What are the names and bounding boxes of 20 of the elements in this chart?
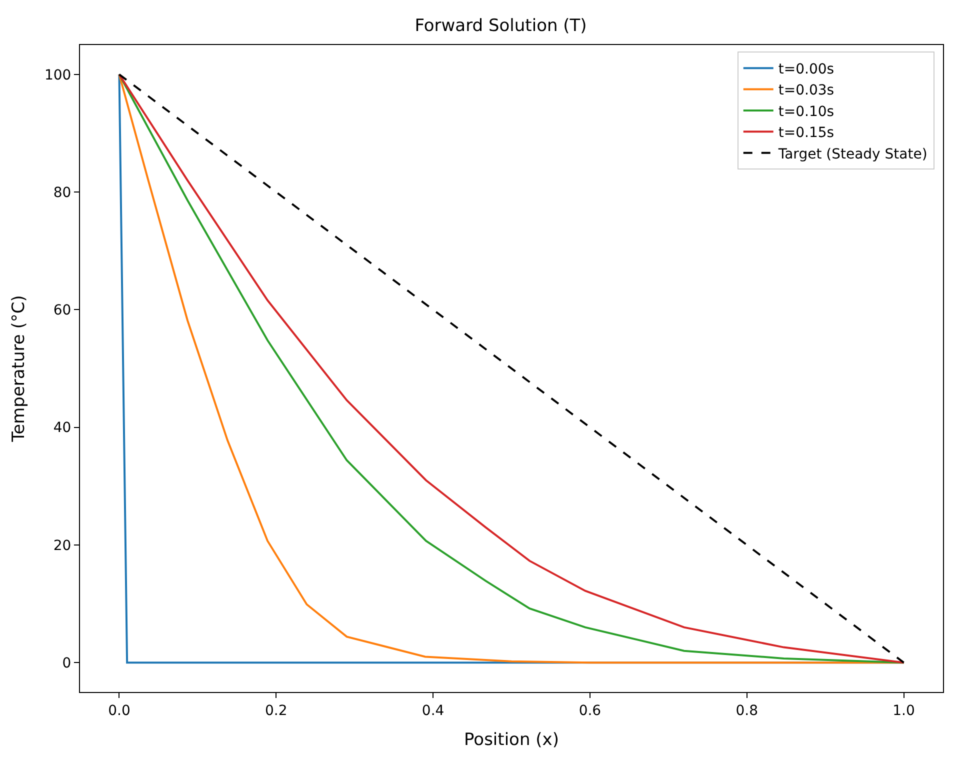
x-tick-label: 1.0 [892,702,915,719]
x-tick-label: 0.2 [265,702,288,719]
y-tick-label: 80 [53,184,72,201]
x-tick-label: 0.8 [736,702,758,719]
y-tick-label: 40 [53,420,72,436]
y-axis-title: Temperature (°C) [9,295,30,443]
chart-title: Forward Solution (T) [414,16,587,36]
x-axis-title: Position (x) [464,730,559,750]
legend-label: t=0.03s [778,82,834,99]
x-tick-label: 0.6 [578,702,602,719]
legend-label: t=0.10s [778,104,834,120]
y-tick-label: 100 [44,67,72,84]
y-tick-label: 60 [53,302,72,319]
legend-label: Target (Steady State) [777,146,928,162]
legend-label: t=0.15s [778,125,834,142]
legend-label: t=0.00s [778,62,834,78]
y-tick-label: 0 [62,655,72,672]
x-tick-label: 0.0 [108,702,130,719]
x-tick-label: 0.4 [422,702,444,719]
y-tick-label: 20 [53,538,72,554]
